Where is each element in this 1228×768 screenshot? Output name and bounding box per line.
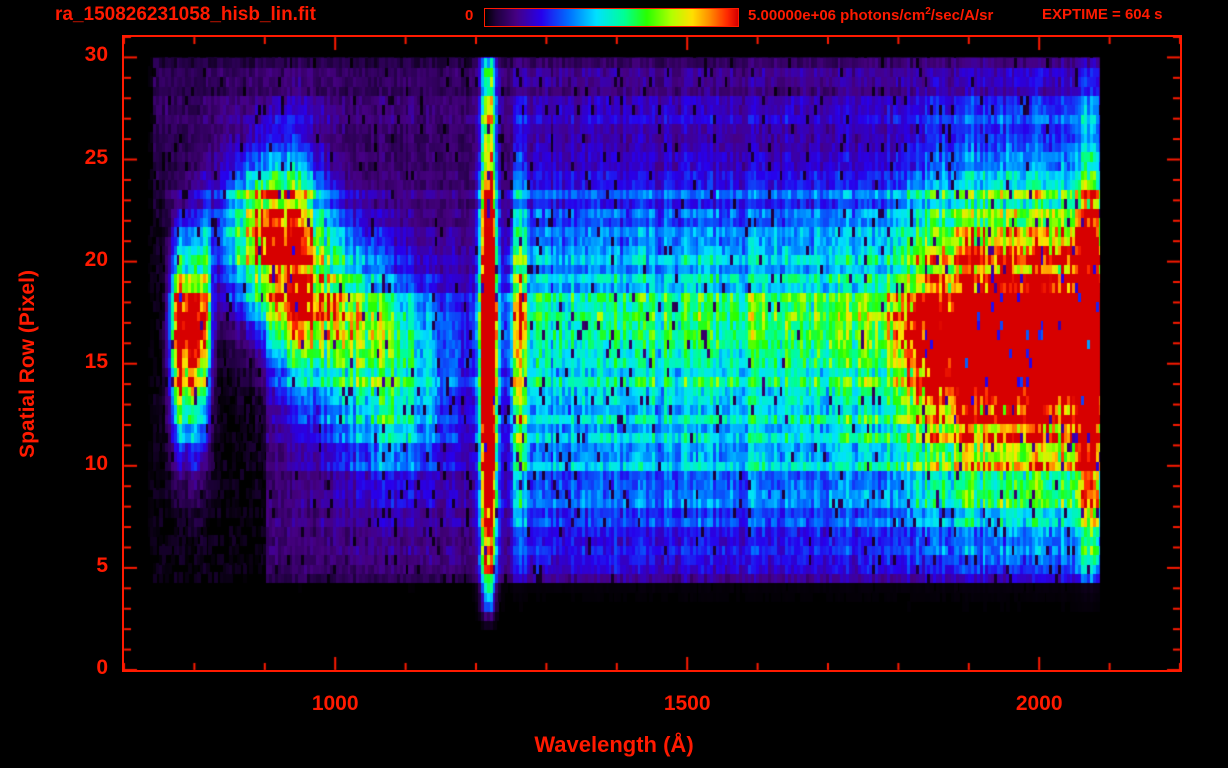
y-tick-label: 30	[84, 43, 108, 67]
x-tick-label: 1000	[311, 692, 359, 715]
y-tick-label: 25	[84, 145, 108, 169]
x-tick-label: 1500	[663, 692, 711, 715]
y-tick-label: 10	[84, 451, 108, 475]
y-tick-label: 15	[84, 349, 108, 373]
y-axis-title-wrap: Spatial Row (Pixel)	[0, 0, 60, 700]
x-tick-label: 2000	[1015, 692, 1063, 715]
x-axis-title: Wavelength (Å)	[534, 732, 694, 757]
y-tick-label: 0	[96, 656, 108, 679]
y-tick-label: 20	[84, 247, 108, 271]
y-axis-title: Spatial Row (Pixel)	[16, 270, 39, 458]
y-tick-label: 5	[96, 553, 108, 577]
